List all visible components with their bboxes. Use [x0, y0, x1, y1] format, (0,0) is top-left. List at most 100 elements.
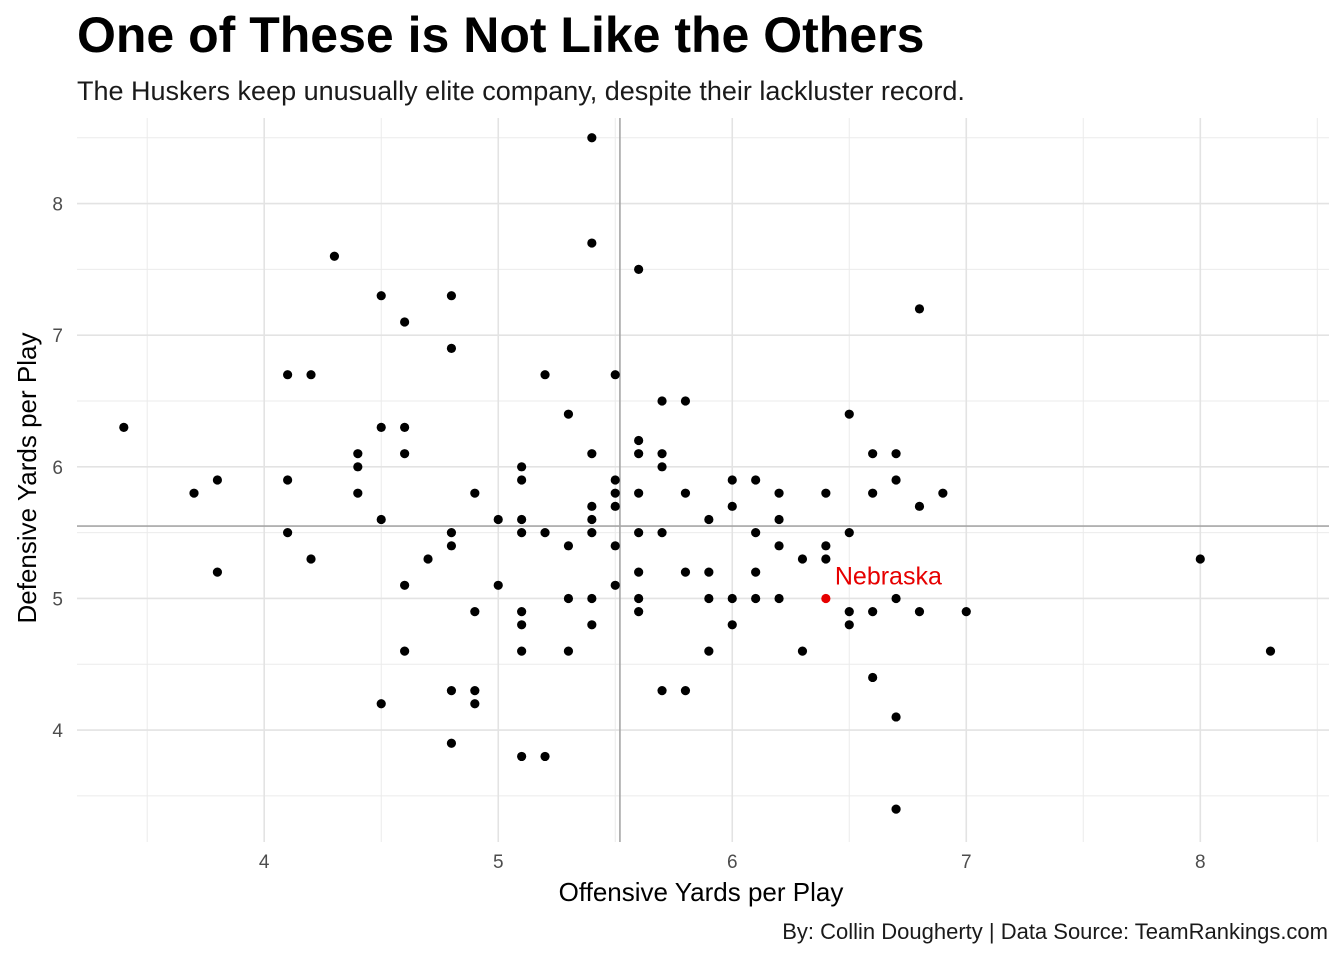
data-point: [517, 607, 527, 617]
data-point: [634, 528, 644, 538]
data-point: [587, 501, 597, 511]
data-point: [680, 396, 691, 406]
data-point: [844, 607, 854, 617]
caption: By: Collin Dougherty | Data Source: Team…: [782, 919, 1328, 944]
x-tick-label: 6: [727, 852, 738, 873]
data-point: [891, 449, 901, 459]
data-point: [774, 514, 784, 525]
data-point: [587, 528, 597, 538]
data-point: [821, 488, 831, 498]
data-point: [563, 646, 574, 656]
x-tick-label: 7: [961, 852, 972, 873]
data-point: [587, 449, 597, 459]
major-gridlines: [77, 118, 1329, 842]
data-points: [119, 133, 1276, 814]
y-tick-label: 5: [52, 589, 63, 610]
y-axis-ticks: 4 5 6 7 8: [52, 195, 63, 743]
data-point: [844, 409, 854, 419]
data-point: [563, 409, 574, 419]
data-point: [914, 501, 925, 511]
data-point: [727, 593, 737, 604]
data-point: [914, 607, 925, 617]
chart-title: One of These is Not Like the Others: [77, 7, 925, 63]
data-point: [423, 554, 433, 564]
data-point: [400, 449, 410, 459]
y-axis-title: Defensive Yards per Play: [12, 333, 42, 624]
data-point: [446, 738, 457, 748]
data-point: [610, 541, 620, 551]
data-point: [610, 488, 620, 498]
data-point: [283, 528, 293, 538]
data-point: [680, 686, 691, 696]
data-point: [119, 422, 129, 432]
data-point: [540, 370, 550, 380]
mean-reference-lines: [77, 118, 1329, 842]
data-point: [353, 449, 363, 459]
data-point: [868, 672, 878, 683]
data-point: [540, 528, 550, 538]
data-point: [797, 554, 808, 564]
data-point: [751, 567, 761, 577]
data-point: [446, 291, 457, 301]
data-point: [727, 475, 737, 485]
data-point: [704, 514, 714, 525]
data-point: [657, 396, 667, 406]
data-point: [610, 580, 620, 590]
y-tick-label: 8: [52, 195, 63, 216]
data-point: [868, 449, 878, 459]
data-point: [376, 514, 386, 525]
data-point: [751, 593, 761, 604]
data-point: [704, 646, 714, 656]
x-axis-title: Offensive Yards per Play: [559, 877, 844, 907]
data-point: [400, 646, 410, 656]
data-point: [914, 304, 925, 314]
data-point: [751, 528, 761, 538]
data-point: [821, 541, 831, 551]
x-tick-label: 8: [1195, 852, 1206, 873]
data-point: [189, 488, 199, 498]
data-point: [400, 422, 410, 432]
data-point: [727, 501, 737, 511]
data-point: [376, 699, 386, 709]
y-tick-label: 6: [52, 458, 63, 479]
data-point: [493, 514, 503, 525]
data-point: [657, 462, 667, 472]
y-tick-label: 4: [52, 721, 63, 742]
data-point: [704, 593, 714, 604]
data-point: [938, 488, 948, 498]
data-point: [517, 528, 527, 538]
data-point: [634, 449, 644, 459]
data-point: [657, 449, 667, 459]
data-point: [470, 686, 480, 696]
data-point: [353, 488, 363, 498]
data-point: [774, 541, 784, 551]
data-point: [1265, 646, 1276, 656]
data-point: [540, 751, 550, 762]
data-point: [400, 580, 410, 590]
data-point: [704, 567, 714, 577]
x-tick-label: 4: [259, 852, 270, 873]
data-point: [751, 475, 761, 485]
data-point: [610, 501, 620, 511]
data-point: [844, 620, 854, 630]
x-tick-label: 5: [493, 852, 504, 873]
data-point: [891, 712, 901, 722]
data-point: [563, 593, 574, 604]
data-point: [446, 541, 457, 551]
data-point: [212, 475, 223, 485]
data-point: [1195, 554, 1205, 564]
chart-subtitle: The Huskers keep unusually elite company…: [77, 76, 965, 106]
data-point: [470, 488, 480, 498]
data-point: [891, 475, 901, 485]
data-point: [493, 580, 503, 590]
minor-gridlines: [77, 118, 1329, 842]
data-point: [821, 554, 831, 564]
data-point: [283, 475, 293, 485]
data-point: [563, 541, 574, 551]
data-point: [587, 593, 597, 604]
data-point: [891, 804, 901, 814]
data-point: [797, 646, 808, 656]
highlight-point: [821, 593, 831, 604]
data-point: [212, 567, 223, 577]
